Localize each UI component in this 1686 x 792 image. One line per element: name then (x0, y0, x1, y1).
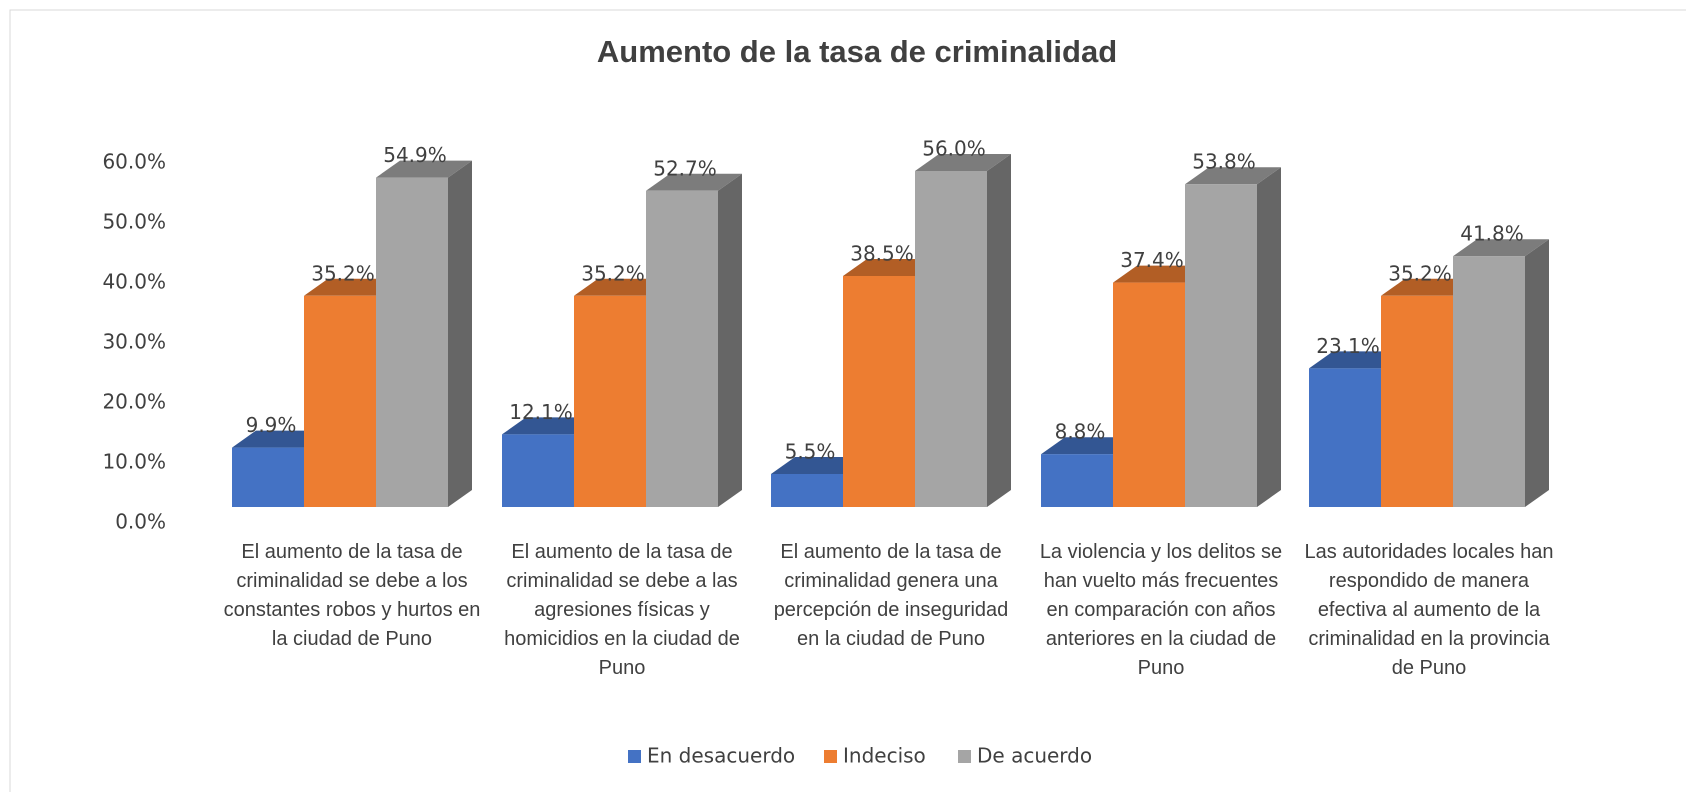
data-label: 8.8% (1055, 420, 1106, 444)
data-label: 5.5% (785, 440, 836, 464)
y-tick-label: 50.0% (102, 210, 166, 234)
legend-swatch (824, 750, 837, 763)
data-label: 52.7% (653, 156, 717, 180)
legend-label: En desacuerdo (647, 744, 795, 768)
bar (574, 295, 646, 507)
bar-side (1257, 167, 1281, 507)
bar (646, 190, 718, 508)
legend-swatch (628, 750, 641, 763)
x-tick-label: Las autoridades locales han respondido d… (1304, 541, 1554, 679)
bar (232, 447, 304, 507)
bar-side (1525, 239, 1549, 507)
data-label: 35.2% (581, 261, 645, 285)
data-label: 35.2% (1388, 261, 1452, 285)
y-tick-label: 0.0% (115, 510, 166, 534)
data-label: 56.0% (922, 137, 986, 161)
bar-top (1453, 239, 1549, 257)
data-label: 9.9% (246, 413, 297, 437)
chart-title: Aumento de la tasa de criminalidad (597, 34, 1117, 69)
bar-top (376, 160, 472, 178)
x-tick-label: El aumento de la tasa de criminalidad ge… (773, 541, 1009, 650)
legend-swatch (958, 750, 971, 763)
bar-side (718, 173, 742, 508)
y-tick-label: 40.0% (102, 270, 166, 294)
bar (1185, 184, 1257, 507)
y-tick-label: 60.0% (102, 150, 166, 174)
bar (376, 177, 448, 507)
data-label: 23.1% (1316, 334, 1380, 358)
bar (502, 434, 574, 507)
chart-border (9, 9, 1686, 792)
bar (304, 295, 376, 507)
data-label: 53.8% (1192, 150, 1256, 174)
bar-top (646, 173, 742, 191)
bar (843, 276, 915, 507)
bar (1113, 282, 1185, 507)
bar-top (1185, 167, 1281, 185)
y-tick-label: 20.0% (102, 390, 166, 414)
bar (1381, 295, 1453, 507)
data-label: 54.9% (383, 143, 447, 167)
data-label: 41.8% (1460, 222, 1524, 246)
y-tick-label: 10.0% (102, 450, 166, 474)
bar-top (915, 154, 1011, 171)
data-label: 37.4% (1120, 248, 1184, 272)
x-tick-label: La violencia y los delitos se han vuelto… (1039, 541, 1283, 679)
bar (1453, 256, 1525, 507)
x-tick-label: El aumento de la tasa de criminalidad se… (504, 541, 740, 679)
bar-side (448, 160, 472, 507)
data-label: 12.1% (509, 400, 573, 424)
y-tick-label: 30.0% (102, 330, 166, 354)
bar-side (987, 154, 1011, 507)
bar (771, 474, 843, 507)
bar (915, 171, 987, 507)
legend-label: Indeciso (843, 744, 926, 768)
legend-label: De acuerdo (977, 744, 1092, 768)
data-label: 38.5% (850, 242, 914, 266)
bar (1309, 368, 1381, 507)
bar (1041, 454, 1113, 507)
x-tick-label: El aumento de la tasa de criminalidad se… (223, 541, 481, 650)
data-label: 35.2% (311, 261, 375, 285)
